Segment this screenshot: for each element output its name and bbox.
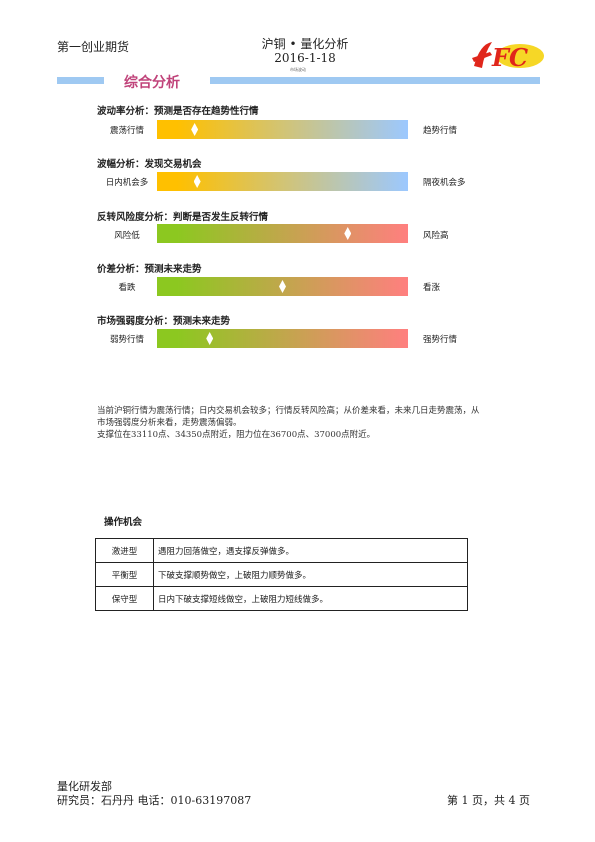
- table-row: 激进型 遇阻力回落做空，遇支撑反弹做多。: [95, 538, 468, 563]
- gauge-marker: [191, 123, 199, 136]
- indicator-left-label: 风险低: [114, 231, 140, 241]
- indicator-gauge: [157, 172, 408, 191]
- indicator-right-label: 强势行情: [423, 335, 458, 345]
- indicator-right-label: 看涨: [423, 283, 441, 293]
- indicator-left-label: 弱势行情: [109, 335, 144, 345]
- strategy-desc: 下破支撑顺势做空，上破阻力顺势做多。: [153, 562, 468, 587]
- strategy-type: 保守型: [95, 586, 154, 611]
- indicator-right-label: 风险高: [423, 231, 449, 241]
- table-row: 保守型 日内下破支撑短线做空，上破阻力短线做多。: [95, 586, 468, 611]
- company-logo: FC: [472, 42, 544, 72]
- indicator-title: 市场强弱度分析：预测未来走势: [97, 316, 231, 327]
- section-title: 综合分析: [124, 75, 180, 91]
- strategy-desc: 日内下破支撑短线做空，上破阻力短线做多。: [153, 586, 468, 611]
- indicator-title: 波幅分析：发现交易机会: [97, 159, 202, 170]
- indicator-gauge: [157, 329, 408, 348]
- indicator-gauge: [157, 277, 408, 296]
- indicator-left-label: 震荡行情: [109, 126, 144, 136]
- tiny-note: 市场波动: [290, 67, 306, 72]
- summary-line: 支撑位在33110点、34350点附近，阻力位在36700点、37000点附近。: [97, 430, 376, 440]
- indicator-gauge: [157, 120, 408, 139]
- gauge-marker: [193, 175, 201, 188]
- page-number: 第 1 页，共 4 页: [447, 794, 530, 807]
- summary-paragraph: 当前沪铜行情为震荡行情；日内交易机会较多；行情反转风险高；从价差来看，未来几日走…: [97, 405, 482, 441]
- section-bar-left: [57, 77, 104, 84]
- strategy-desc: 遇阻力回落做空，遇支撑反弹做多。: [153, 538, 468, 563]
- indicator-title: 反转风险度分析：判断是否发生反转行情: [97, 212, 269, 223]
- summary-line: 当前沪铜行情为震荡行情；日内交易机会较多；行情反转风险高；从价差来看，未来几日走…: [97, 406, 480, 428]
- gauge-marker: [344, 227, 352, 240]
- strategy-type: 激进型: [95, 538, 154, 563]
- section-bar-right: [210, 77, 540, 84]
- indicator-left-label: 日内机会多: [105, 178, 149, 188]
- indicator-title: 价差分析：预测未来走势: [97, 264, 202, 275]
- company-name: 第一创业期货: [57, 40, 130, 54]
- gauge-marker: [206, 332, 214, 345]
- report-date: 2016-1-18: [274, 51, 336, 65]
- indicator-gauge: [157, 224, 408, 243]
- table-row: 平衡型 下破支撑顺势做空，上破阻力顺势做多。: [95, 562, 468, 587]
- gauge-marker: [279, 280, 286, 293]
- operations-title: 操作机会: [104, 517, 143, 528]
- report-header: 沪铜 • 量化分析 2016-1-18: [240, 37, 370, 65]
- indicator-right-label: 趋势行情: [423, 126, 458, 136]
- strategy-type: 平衡型: [95, 562, 154, 587]
- footer-dept: 量化研发部: [57, 780, 112, 793]
- operations-table: 激进型 遇阻力回落做空，遇支撑反弹做多。 平衡型 下破支撑顺势做空，上破阻力顺势…: [95, 538, 468, 611]
- logo-letters: FC: [491, 43, 528, 72]
- indicator-title: 波动率分析：预测是否存在趋势性行情: [97, 106, 259, 117]
- indicator-left-label: 看跌: [118, 283, 136, 293]
- report-title: 沪铜 • 量化分析: [261, 37, 349, 51]
- footer-contact: 研究员：石丹丹 电话：010-63197087: [57, 794, 252, 807]
- indicator-right-label: 隔夜机会多: [423, 178, 466, 188]
